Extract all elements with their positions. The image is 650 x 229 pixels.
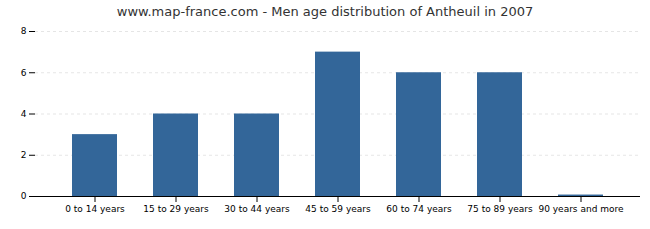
svg-text:15 to 29 years: 15 to 29 years <box>143 204 209 214</box>
html-text:www.map-france.com - Men age d: www.map-france.com - Men age distributio… <box>116 4 534 19</box>
svg-text:0: 0 <box>21 191 27 201</box>
svg-text:2: 2 <box>21 150 27 160</box>
svg-text:0 to 14 years: 0 to 14 years <box>65 204 125 214</box>
svg-text:75 to 89 years: 75 to 89 years <box>467 204 533 214</box>
svg-text:90 years and more: 90 years and more <box>538 204 624 214</box>
svg-text:45 to 59 years: 45 to 59 years <box>305 204 371 214</box>
svg-text:4: 4 <box>21 109 27 119</box>
svg-text:6: 6 <box>21 68 27 78</box>
svg-text:30 to 44 years: 30 to 44 years <box>224 204 290 214</box>
svg-text:60 to 74 years: 60 to 74 years <box>386 204 452 214</box>
svg-text:8: 8 <box>21 26 27 36</box>
